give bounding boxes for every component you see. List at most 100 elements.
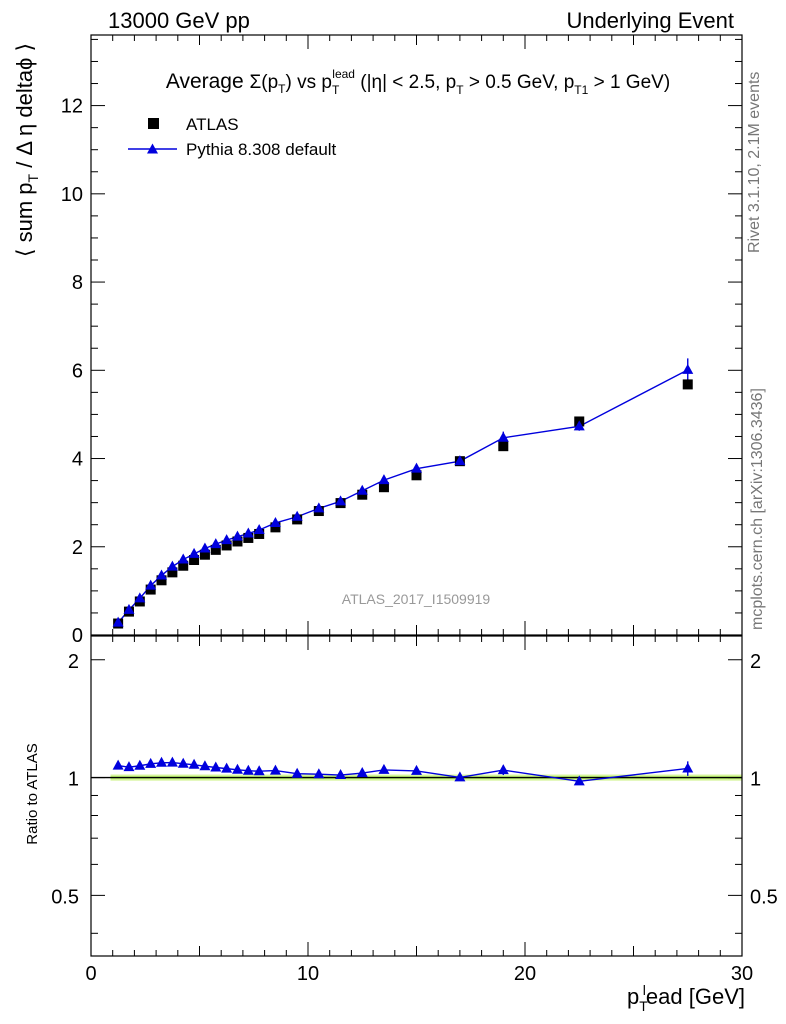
main-y-tick-label: 6 <box>72 360 83 382</box>
x-tick-label: 10 <box>297 963 319 985</box>
mcplots-label: mcplots.cern.ch [arXiv:1306.3436] <box>749 388 766 630</box>
header-right-label: Underlying Event <box>566 8 734 33</box>
ratio-data-point <box>356 767 368 778</box>
main-y-tick-label: 0 <box>72 625 83 647</box>
atlas-data-point <box>378 482 389 493</box>
pythia-data-point <box>156 569 168 580</box>
analysis-watermark: ATLAS_2017_I1509919 <box>342 591 491 607</box>
atlas-data-point <box>221 540 232 551</box>
ratio-frame <box>90 635 743 957</box>
ratio-data-point <box>242 764 254 775</box>
ratio-y-axis-title: Ratio to ATLAS <box>24 743 41 844</box>
legend-pythia-label: Pythia 8.308 default <box>186 140 337 159</box>
pythia-data-point <box>454 455 466 466</box>
legend-pythia-marker <box>147 143 158 154</box>
pythia-data-point <box>313 502 325 513</box>
pythia-data-point <box>682 363 694 374</box>
x-tick-label: 0 <box>85 963 96 985</box>
ratio-data-point <box>177 757 189 768</box>
x-tick-label: 20 <box>514 963 536 985</box>
main-panel: 0 2 4 6 8 10 12 <box>61 34 743 647</box>
pythia-data-point <box>134 592 146 603</box>
ratio-y-tick-label-left: 0.5 <box>51 886 79 908</box>
pythia-data-point <box>221 534 233 545</box>
x-axis-title: pTlead [GeV] <box>627 982 745 1014</box>
ratio-data-point <box>221 762 233 773</box>
main-title: Average Σ(pT) vs pTlead (|η| < 2.5, pT >… <box>166 67 670 97</box>
legend: ATLAS Pythia 8.308 default <box>128 115 337 159</box>
main-y-tick-label: 8 <box>72 272 83 294</box>
ratio-y-tick-label-left: 1 <box>68 769 79 791</box>
pythia-data-point <box>335 495 347 506</box>
ratio-data-point <box>145 757 157 768</box>
ratio-data-point <box>166 756 178 767</box>
atlas-data-point <box>232 536 243 547</box>
pythia-data-point <box>242 527 254 538</box>
ratio-data-point <box>156 756 168 767</box>
pythia-data-point <box>199 542 211 553</box>
ratio-data-point <box>411 764 422 775</box>
pythia-data-point <box>411 462 422 473</box>
ratio-data-point <box>199 760 211 771</box>
pythia-data-point <box>112 616 124 627</box>
ratio-data-point <box>253 765 265 776</box>
atlas-data-point <box>167 567 178 578</box>
ratio-data-point <box>210 761 222 772</box>
ratio-y-tick-label-left: 2 <box>68 651 79 673</box>
ratio-data-point <box>573 775 585 786</box>
ratio-data-point <box>454 771 466 782</box>
pythia-data-point <box>188 547 200 558</box>
ratio-y-tick-label-right: 1 <box>750 769 761 791</box>
ratio-data-point <box>378 763 390 774</box>
ratio-data-point <box>123 761 135 772</box>
atlas-data-point <box>189 555 200 565</box>
ratio-data-point <box>313 768 325 779</box>
pythia-data-point <box>497 431 509 442</box>
pythia-data-point <box>210 538 222 549</box>
pythia-data-point <box>378 474 390 485</box>
header-left-label: 13000 GeV pp <box>108 8 250 33</box>
rivet-version-label: Rivet 3.1.10, 2.1M events <box>746 71 763 253</box>
ratio-data-point <box>231 763 243 774</box>
legend-atlas-marker <box>148 118 159 129</box>
ratio-data-point <box>335 769 347 780</box>
main-y-axis-title: ⟨ sum pT / Δ η deltaϕ ⟩ <box>12 43 41 257</box>
atlas-data-point <box>270 522 281 533</box>
ratio-data-point <box>112 759 124 770</box>
atlas-data-point <box>199 549 210 560</box>
atlas-data-point <box>682 379 693 390</box>
pythia-data-point <box>573 420 585 431</box>
ratio-data-point <box>291 767 303 778</box>
ratio-data-point <box>269 764 281 775</box>
pythia-data-point <box>145 579 157 590</box>
atlas-data-point <box>178 560 189 571</box>
pythia-data-point <box>356 484 368 495</box>
atlas-data-point <box>411 470 422 481</box>
pythia-data-point <box>166 560 178 571</box>
atlas-data-point <box>243 532 254 543</box>
legend-atlas-label: ATLAS <box>186 115 239 134</box>
pythia-data-point <box>269 516 281 527</box>
pythia-data-point <box>123 603 135 614</box>
ratio-y-tick-label-right: 0.5 <box>750 886 778 908</box>
ratio-data-point <box>134 759 146 770</box>
main-y-tick-label: 4 <box>72 449 83 471</box>
pythia-data-point <box>291 510 303 521</box>
ratio-data-point <box>188 758 200 769</box>
main-y-tick-label: 2 <box>72 537 83 559</box>
pythia-data-point <box>177 553 189 564</box>
ratio-data-point <box>497 764 509 775</box>
atlas-data-point <box>498 441 509 452</box>
main-y-tick-label: 10 <box>61 184 83 206</box>
ratio-panel: 0.5 0.51 12 20 10 20 30 <box>51 635 778 985</box>
atlas-data-point <box>156 575 167 586</box>
x-tick-label: 30 <box>731 963 753 985</box>
pythia-series-line <box>117 369 689 624</box>
main-y-tick-label: 12 <box>61 96 83 118</box>
pythia-data-point <box>231 530 243 541</box>
pythia-data-point <box>253 524 265 534</box>
atlas-data-point <box>210 544 221 555</box>
ratio-y-tick-label-right: 2 <box>750 651 761 673</box>
ratio-data-point <box>682 762 694 773</box>
